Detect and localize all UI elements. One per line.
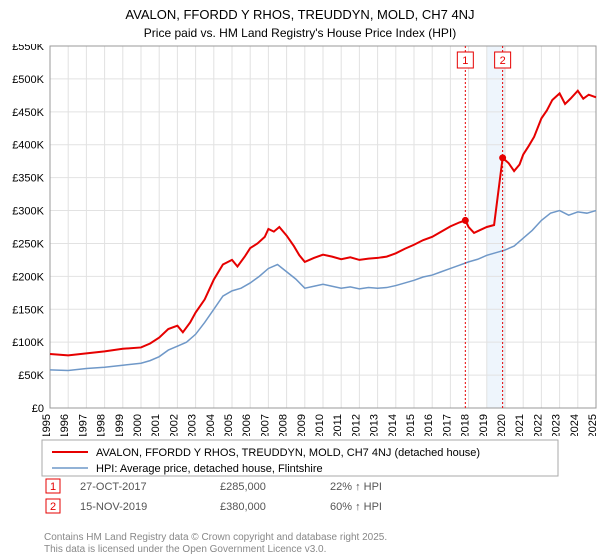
x-tick: 2005 bbox=[223, 414, 235, 436]
y-tick: £200K bbox=[12, 271, 44, 283]
x-tick: 2001 bbox=[150, 414, 162, 436]
y-tick: £50K bbox=[18, 370, 44, 382]
x-tick: 1998 bbox=[96, 414, 108, 436]
x-tick: 2023 bbox=[551, 414, 563, 436]
table-date: 15-NOV-2019 bbox=[80, 501, 147, 513]
legend-label: HPI: Average price, detached house, Flin… bbox=[96, 463, 323, 475]
x-tick: 1999 bbox=[114, 414, 126, 436]
x-tick: 2003 bbox=[187, 414, 199, 436]
x-tick: 2007 bbox=[259, 414, 271, 436]
marker-badge-text-2: 2 bbox=[500, 55, 506, 67]
x-tick: 2019 bbox=[478, 414, 490, 436]
x-tick: 2012 bbox=[350, 414, 362, 436]
x-tick: 2002 bbox=[168, 414, 180, 436]
x-tick: 1995 bbox=[41, 414, 53, 436]
x-tick: 2008 bbox=[278, 414, 290, 436]
y-tick: £450K bbox=[12, 106, 44, 118]
legend-and-table: AVALON, FFORDD Y RHOS, TREUDDYN, MOLD, C… bbox=[0, 436, 600, 558]
price-chart: £0 £50K £100K £150K £200K £250K £300K £350K £400… bbox=[0, 44, 600, 436]
x-tick: 2021 bbox=[514, 414, 526, 436]
x-tick: 2010 bbox=[314, 414, 326, 436]
table-date: 27-OCT-2017 bbox=[80, 481, 147, 493]
y-tick: £0 bbox=[32, 403, 44, 415]
x-tick: 2022 bbox=[532, 414, 544, 436]
legend-label: AVALON, FFORDD Y RHOS, TREUDDYN, MOLD, C… bbox=[96, 447, 480, 459]
x-tick: 2017 bbox=[441, 414, 453, 436]
chart-subtitle: Price paid vs. HM Land Registry's House … bbox=[0, 26, 600, 44]
table-price: £285,000 bbox=[220, 481, 266, 493]
y-tick: £550K bbox=[12, 44, 44, 53]
x-tick: 2024 bbox=[569, 414, 581, 436]
x-tick: 1997 bbox=[77, 414, 89, 436]
marker-point-1 bbox=[462, 216, 469, 223]
source-line2: This data is licensed under the Open Gov… bbox=[44, 544, 326, 555]
x-tick: 2013 bbox=[369, 414, 381, 436]
x-tick: 2000 bbox=[132, 414, 144, 436]
table-vs-hpi: 60% ↑ HPI bbox=[330, 501, 382, 513]
table-marker-id: 1 bbox=[50, 481, 56, 493]
table-vs-hpi: 22% ↑ HPI bbox=[330, 481, 382, 493]
x-tick: 2016 bbox=[423, 414, 435, 436]
source-line1: Contains HM Land Registry data © Crown c… bbox=[44, 532, 387, 543]
x-tick: 2011 bbox=[332, 414, 344, 436]
x-tick: 2006 bbox=[241, 414, 253, 436]
x-tick: 2015 bbox=[405, 414, 417, 436]
y-tick: £150K bbox=[12, 304, 44, 316]
table-price: £380,000 bbox=[220, 501, 266, 513]
marker-point-2 bbox=[499, 154, 506, 161]
marker-badge-text-1: 1 bbox=[462, 55, 468, 67]
x-tick: 2004 bbox=[205, 414, 217, 436]
x-tick: 2014 bbox=[387, 414, 399, 436]
y-tick: £100K bbox=[12, 337, 44, 349]
y-tick: £350K bbox=[12, 172, 44, 184]
x-tick: 1996 bbox=[59, 414, 71, 436]
x-tick: 2020 bbox=[496, 414, 508, 436]
y-tick: £300K bbox=[12, 205, 44, 217]
chart-title: AVALON, FFORDD Y RHOS, TREUDDYN, MOLD, C… bbox=[0, 0, 600, 26]
table-marker-id: 2 bbox=[50, 501, 56, 513]
y-tick: £500K bbox=[12, 73, 44, 85]
x-tick: 2025 bbox=[587, 414, 599, 436]
x-tick: 2018 bbox=[460, 414, 472, 436]
y-tick: £400K bbox=[12, 139, 44, 151]
x-tick: 2009 bbox=[296, 414, 308, 436]
y-tick: £250K bbox=[12, 238, 44, 250]
